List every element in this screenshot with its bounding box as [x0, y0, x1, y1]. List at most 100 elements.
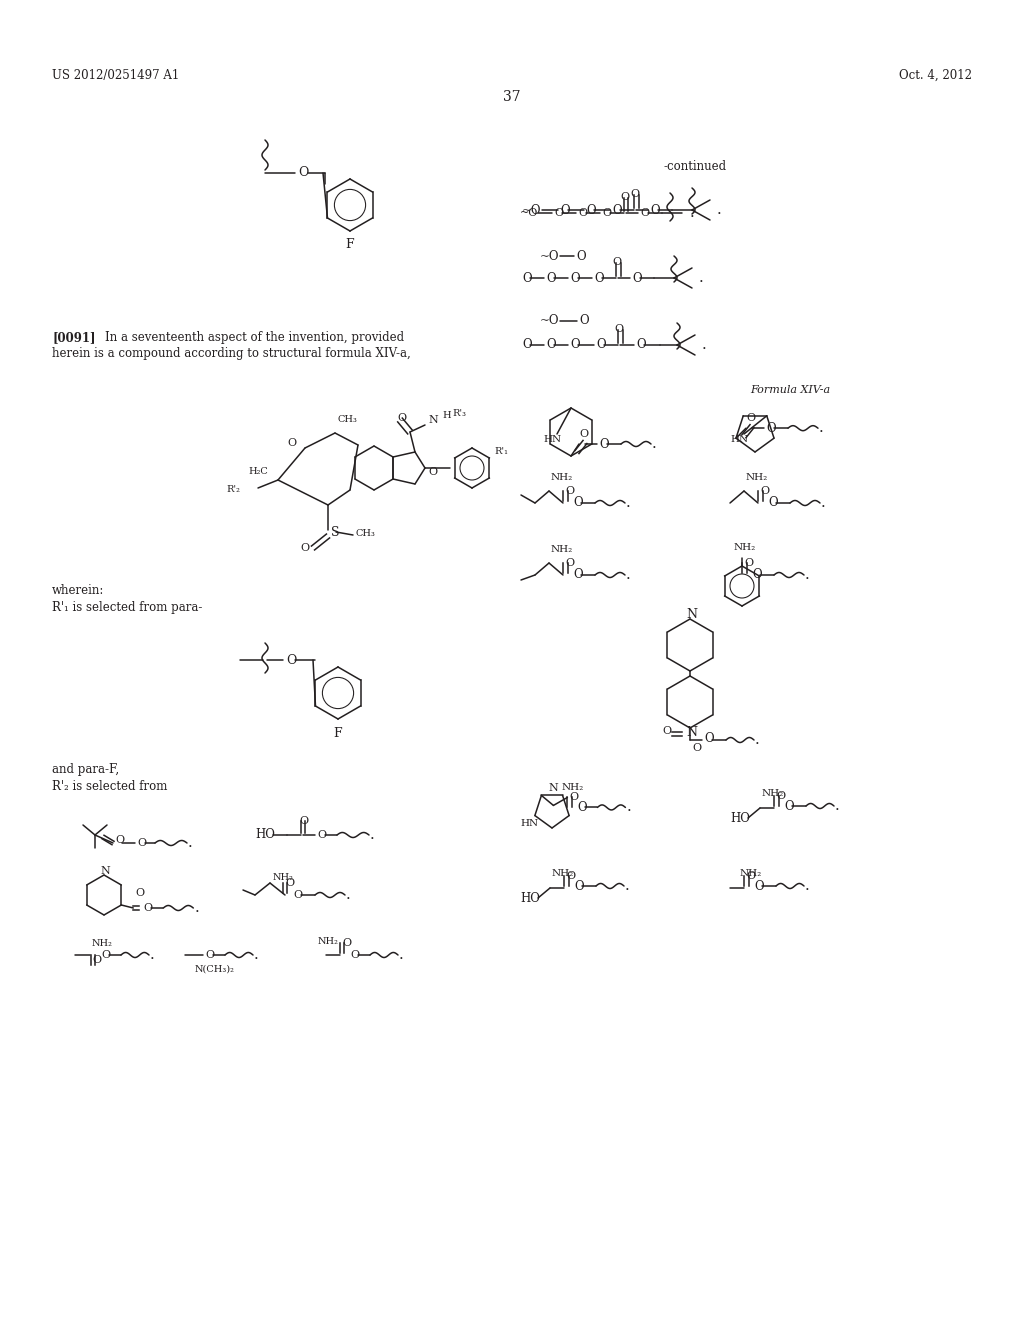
Text: Oct. 4, 2012: Oct. 4, 2012	[899, 69, 972, 82]
Text: wherein:: wherein:	[52, 583, 104, 597]
Text: .: .	[805, 879, 810, 894]
Text: O: O	[573, 496, 583, 510]
Text: ~O: ~O	[540, 314, 559, 327]
Text: O: O	[570, 272, 580, 285]
Text: O: O	[554, 209, 563, 218]
Text: HN: HN	[520, 818, 539, 828]
Text: CH₃: CH₃	[355, 529, 375, 539]
Text: NH₂: NH₂	[273, 873, 294, 882]
Text: ~O: ~O	[522, 203, 542, 216]
Text: O: O	[650, 203, 659, 216]
Text: O: O	[205, 950, 214, 960]
Text: O: O	[300, 543, 309, 553]
Text: NH₂: NH₂	[762, 789, 784, 799]
Text: .: .	[699, 271, 703, 285]
Text: O: O	[745, 413, 755, 424]
Text: .: .	[835, 799, 840, 813]
Text: S: S	[331, 525, 340, 539]
Text: R'₁: R'₁	[494, 447, 508, 457]
Text: In a seventeenth aspect of the invention, provided: In a seventeenth aspect of the invention…	[105, 331, 404, 345]
Text: .: .	[755, 733, 760, 747]
Text: O: O	[135, 888, 144, 898]
Text: O: O	[342, 939, 351, 948]
Text: O: O	[776, 791, 785, 801]
Text: .: .	[821, 496, 825, 510]
Text: O: O	[705, 731, 714, 744]
Text: .: .	[819, 421, 823, 436]
Text: NH₂: NH₂	[318, 937, 339, 946]
Text: O: O	[760, 486, 769, 496]
Text: O: O	[115, 836, 124, 845]
Text: .: .	[254, 948, 259, 962]
Text: O: O	[578, 209, 587, 218]
Text: O: O	[630, 189, 639, 199]
Text: O: O	[573, 569, 583, 582]
Text: R'₃: R'₃	[452, 408, 466, 417]
Text: O: O	[620, 191, 629, 202]
Text: .: .	[626, 496, 631, 510]
Text: O: O	[636, 338, 645, 351]
Text: O: O	[350, 950, 359, 960]
Text: O: O	[579, 429, 588, 440]
Text: O: O	[766, 421, 775, 434]
Text: .: .	[188, 836, 193, 850]
Text: O: O	[299, 816, 308, 826]
Text: HO: HO	[520, 891, 540, 904]
Text: O: O	[614, 323, 624, 334]
Text: F: F	[346, 238, 354, 251]
Text: .: .	[346, 888, 351, 902]
Text: O: O	[744, 558, 753, 568]
Text: H₂C: H₂C	[248, 467, 267, 477]
Text: O: O	[640, 209, 649, 218]
Text: O: O	[522, 272, 531, 285]
Text: .: .	[652, 437, 656, 451]
Text: O: O	[101, 950, 111, 960]
Text: O: O	[428, 467, 437, 477]
Text: O: O	[632, 272, 642, 285]
Text: .: .	[370, 828, 375, 842]
Text: O: O	[565, 558, 574, 568]
Text: .: .	[150, 948, 155, 962]
Text: O: O	[586, 203, 596, 216]
Text: ~O: ~O	[520, 209, 539, 218]
Text: O: O	[546, 338, 556, 351]
Text: NH₂: NH₂	[561, 783, 584, 792]
Text: .: .	[399, 948, 403, 962]
Text: O: O	[612, 203, 622, 216]
Text: HN: HN	[730, 436, 749, 445]
Text: CH₃: CH₃	[337, 414, 357, 424]
Text: O: O	[754, 879, 764, 892]
Text: .: .	[195, 902, 199, 915]
Text: O: O	[92, 954, 101, 965]
Text: O: O	[143, 903, 153, 913]
Text: O: O	[565, 486, 574, 496]
Text: NH₂: NH₂	[740, 870, 762, 879]
Text: NH₂: NH₂	[551, 473, 573, 482]
Text: O: O	[137, 838, 146, 847]
Text: N: N	[548, 783, 558, 793]
Text: herein is a compound according to structural formula XIV-a,: herein is a compound according to struct…	[52, 347, 411, 360]
Text: HO: HO	[255, 829, 274, 842]
Text: O: O	[317, 830, 326, 840]
Text: O: O	[602, 209, 611, 218]
Text: .: .	[805, 568, 810, 582]
Text: -continued: -continued	[664, 161, 727, 173]
Text: .: .	[702, 338, 707, 352]
Text: ~O: ~O	[540, 249, 559, 263]
Text: [0091]: [0091]	[52, 331, 95, 345]
Text: H: H	[442, 412, 451, 421]
Text: F: F	[334, 727, 342, 741]
Text: .: .	[717, 203, 722, 216]
Text: O: O	[546, 272, 556, 285]
Text: O: O	[286, 653, 296, 667]
Text: O: O	[575, 249, 586, 263]
Text: O: O	[662, 726, 671, 737]
Text: O: O	[596, 338, 605, 351]
Text: US 2012/0251497 A1: US 2012/0251497 A1	[52, 69, 179, 82]
Text: R'₂: R'₂	[226, 486, 240, 495]
Text: O: O	[570, 338, 580, 351]
Text: O: O	[293, 890, 302, 900]
Text: NH₂: NH₂	[734, 544, 757, 553]
Text: O: O	[599, 437, 608, 450]
Text: O: O	[560, 203, 569, 216]
